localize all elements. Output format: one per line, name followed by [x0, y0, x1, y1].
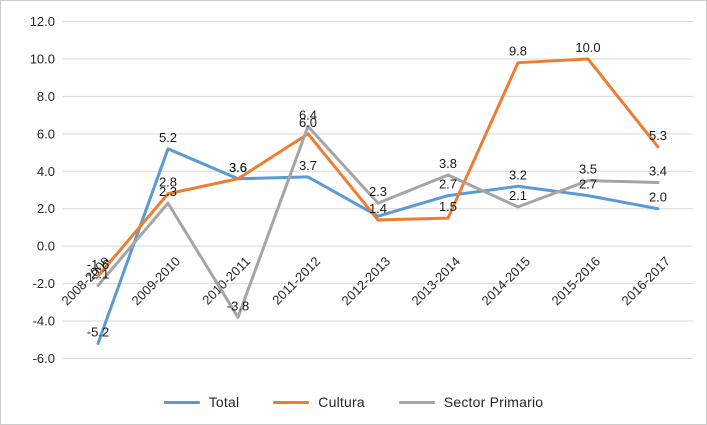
data-label: 3.2 [509, 167, 527, 182]
data-label: 10.0 [575, 40, 600, 55]
x-axis-tick-label: 2014-2015 [479, 254, 534, 309]
x-axis-tick-label: 2015-2016 [549, 254, 604, 309]
data-label: 6.4 [299, 107, 317, 122]
data-label: 2.7 [579, 177, 597, 192]
x-axis-tick-label: 2013-2014 [409, 254, 464, 309]
data-label: 3.5 [579, 162, 597, 177]
legend-item-cultura: Cultura [273, 394, 365, 410]
data-label: 3.6 [229, 160, 247, 175]
data-label: 6.0 [299, 115, 317, 130]
y-axis-tick-label: 6.0 [37, 126, 55, 141]
data-label: 3.7 [299, 158, 317, 173]
data-label: -2.1 [87, 266, 109, 281]
data-label: 9.8 [509, 44, 527, 59]
series-line-total [96, 147, 660, 346]
legend-label-cultura: Cultura [318, 394, 365, 410]
data-label: 5.3 [649, 128, 667, 143]
data-label: 1.5 [439, 199, 457, 214]
y-axis-tick-label: -2.0 [33, 276, 55, 291]
data-label: 3.8 [439, 156, 457, 171]
x-axis-tick-label: 2011-2012 [269, 254, 323, 308]
data-label: -1.6 [87, 257, 109, 272]
data-label: 1.4 [369, 201, 387, 216]
legend-swatch-sector-primario [398, 400, 435, 404]
series-line-cultura [96, 57, 660, 278]
y-axis-tick-label: 12.0 [30, 14, 55, 29]
y-axis-tick-label: 10.0 [30, 51, 55, 66]
y-axis-tick-label: -6.0 [33, 351, 55, 366]
data-label: 2.3 [159, 184, 177, 199]
x-axis-tick-label: 2009-2010 [129, 254, 184, 309]
x-axis-tick-label: 2012-2013 [339, 254, 394, 309]
data-label: 2.1 [509, 188, 527, 203]
series-line-sector-primario [96, 124, 660, 319]
y-axis-tick-label: 0.0 [37, 239, 55, 254]
chart-legend: Total Cultura Sector Primario [1, 394, 706, 410]
y-axis-tick-label: 8.0 [37, 89, 55, 104]
legend-swatch-total [163, 400, 200, 404]
y-axis-tick-label: -4.0 [33, 314, 55, 329]
data-label: -3.8 [227, 298, 249, 313]
legend-swatch-cultura [273, 400, 310, 404]
legend-label-total: Total [208, 394, 240, 410]
data-label: 2.0 [649, 190, 667, 205]
data-label: 3.6 [229, 160, 247, 175]
y-axis-tick-label: 4.0 [37, 164, 55, 179]
y-axis-tick-label: 2.0 [37, 201, 55, 216]
data-label: 2.8 [159, 175, 177, 190]
data-label: -5.2 [87, 325, 109, 340]
legend-label-sector-primario: Sector Primario [443, 394, 544, 410]
legend-item-sector-primario: Sector Primario [398, 394, 544, 410]
data-label: 2.3 [369, 184, 387, 199]
x-axis-tick-label: 2016-2017 [619, 254, 674, 309]
data-label: 2.7 [439, 177, 457, 192]
legend-item-total: Total [163, 394, 240, 410]
data-label: 3.4 [649, 164, 667, 179]
data-label: 5.2 [159, 130, 177, 145]
